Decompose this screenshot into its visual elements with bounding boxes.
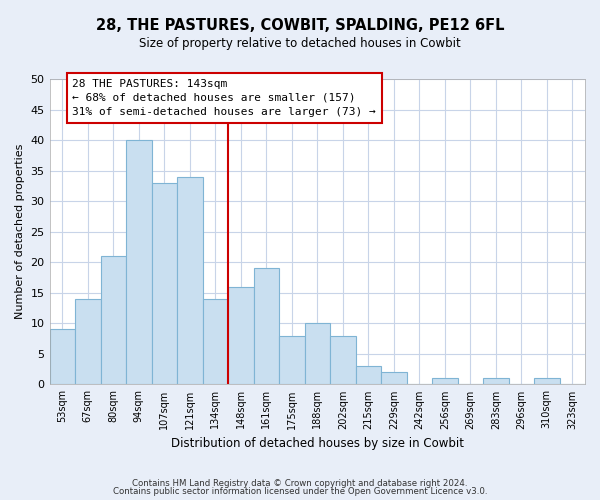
Bar <box>177 176 203 384</box>
Text: 28, THE PASTURES, COWBIT, SPALDING, PE12 6FL: 28, THE PASTURES, COWBIT, SPALDING, PE12… <box>96 18 504 32</box>
Bar <box>254 268 279 384</box>
Bar <box>381 372 407 384</box>
Bar <box>305 324 330 384</box>
Bar <box>75 299 101 384</box>
Bar <box>152 183 177 384</box>
Bar <box>534 378 560 384</box>
Text: Size of property relative to detached houses in Cowbit: Size of property relative to detached ho… <box>139 38 461 51</box>
Bar <box>356 366 381 384</box>
Bar <box>330 336 356 384</box>
Bar <box>126 140 152 384</box>
Text: Contains HM Land Registry data © Crown copyright and database right 2024.: Contains HM Land Registry data © Crown c… <box>132 478 468 488</box>
Bar <box>483 378 509 384</box>
Bar <box>101 256 126 384</box>
Bar <box>203 299 228 384</box>
Text: Contains public sector information licensed under the Open Government Licence v3: Contains public sector information licen… <box>113 487 487 496</box>
X-axis label: Distribution of detached houses by size in Cowbit: Distribution of detached houses by size … <box>171 437 464 450</box>
Bar <box>228 286 254 384</box>
Text: 28 THE PASTURES: 143sqm
← 68% of detached houses are smaller (157)
31% of semi-d: 28 THE PASTURES: 143sqm ← 68% of detache… <box>73 79 376 117</box>
Bar <box>50 330 75 384</box>
Bar <box>432 378 458 384</box>
Y-axis label: Number of detached properties: Number of detached properties <box>15 144 25 320</box>
Bar <box>279 336 305 384</box>
